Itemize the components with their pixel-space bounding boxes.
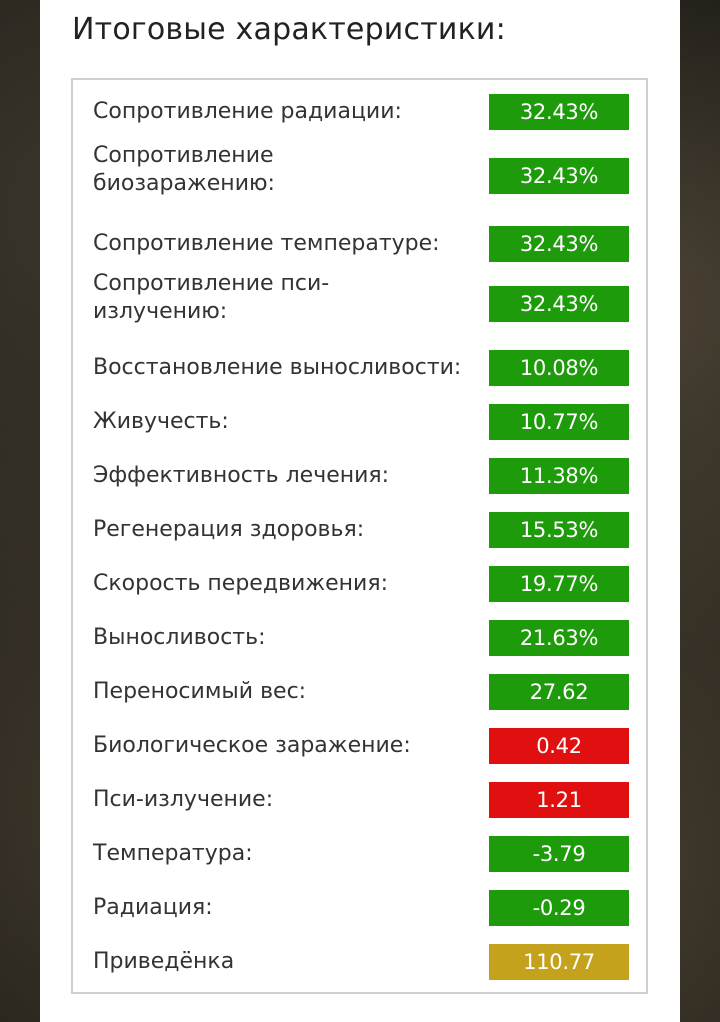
stat-row: Скорость передвижения: 19.77% bbox=[73, 566, 646, 602]
stat-label: Сопротивление биозаражению: bbox=[93, 143, 275, 196]
stat-label: Переносимый вес: bbox=[93, 679, 307, 704]
stat-label: Радиация: bbox=[93, 895, 213, 920]
stats-table: Сопротивление радиации: 32.43% Сопротивлен… bbox=[71, 78, 648, 994]
stat-row: Приведёнка 110.77 bbox=[73, 944, 646, 980]
stat-value-badge: 10.08% bbox=[489, 350, 629, 386]
stat-value-badge: 0.42 bbox=[489, 728, 629, 764]
stat-value-badge: 19.77% bbox=[489, 566, 629, 602]
stats-panel: Итоговые характеристики: Сопротивление р… bbox=[40, 0, 680, 1022]
stat-row: Сопротивление радиации: 32.43% bbox=[73, 94, 646, 130]
stat-label: Выносливость: bbox=[93, 625, 266, 650]
stat-label: Регенерация здоровья: bbox=[93, 517, 365, 542]
stat-row: Сопротивление биозаражению: 32.43% bbox=[73, 143, 646, 212]
stat-value-badge: 32.43% bbox=[489, 226, 629, 262]
stat-row: Сопротивление пси-излучению: 32.43% bbox=[73, 271, 646, 340]
stat-label: Сопротивление пси-излучению: bbox=[93, 271, 330, 324]
stat-label: Скорость передвижения: bbox=[93, 571, 388, 596]
stat-label: Живучесть: bbox=[93, 409, 229, 434]
stat-label: Температура: bbox=[93, 841, 253, 866]
panel-title: Итоговые характеристики: bbox=[72, 12, 506, 47]
stat-label: Пси-излучение: bbox=[93, 787, 274, 812]
stat-row: Восстановление выносливости: 10.08% bbox=[73, 350, 646, 386]
stat-label: Восстановление выносливости: bbox=[93, 355, 462, 380]
stat-row: Пси-излучение: 1.21 bbox=[73, 782, 646, 818]
stat-row: Сопротивление температуре: 32.43% bbox=[73, 226, 646, 262]
stat-value-badge: 21.63% bbox=[489, 620, 629, 656]
stat-label: Эффективность лечения: bbox=[93, 463, 390, 488]
stat-value-badge: -0.29 bbox=[489, 890, 629, 926]
stat-value-badge: 32.43% bbox=[489, 94, 629, 130]
stat-value-badge: 11.38% bbox=[489, 458, 629, 494]
stat-row: Эффективность лечения: 11.38% bbox=[73, 458, 646, 494]
stat-row: Живучесть: 10.77% bbox=[73, 404, 646, 440]
stat-value-badge: 10.77% bbox=[489, 404, 629, 440]
stat-value-badge: 1.21 bbox=[489, 782, 629, 818]
stat-value-badge: 32.43% bbox=[489, 286, 629, 322]
stat-label: Биологическое заражение: bbox=[93, 733, 411, 758]
stat-row: Переносимый вес: 27.62 bbox=[73, 674, 646, 710]
stat-value-badge: 15.53% bbox=[489, 512, 629, 548]
stat-row: Биологическое заражение: 0.42 bbox=[73, 728, 646, 764]
stat-value-badge: 110.77 bbox=[489, 944, 629, 980]
stat-value-badge: 27.62 bbox=[489, 674, 629, 710]
stat-row: Выносливость: 21.63% bbox=[73, 620, 646, 656]
stat-label: Сопротивление температуре: bbox=[93, 231, 440, 256]
stat-row: Радиация: -0.29 bbox=[73, 890, 646, 926]
stat-label: Сопротивление радиации: bbox=[93, 99, 402, 124]
stat-value-badge: 32.43% bbox=[489, 158, 629, 194]
stat-label: Приведёнка bbox=[93, 949, 235, 974]
stat-value-badge: -3.79 bbox=[489, 836, 629, 872]
stat-row: Температура: -3.79 bbox=[73, 836, 646, 872]
stat-row: Регенерация здоровья: 15.53% bbox=[73, 512, 646, 548]
